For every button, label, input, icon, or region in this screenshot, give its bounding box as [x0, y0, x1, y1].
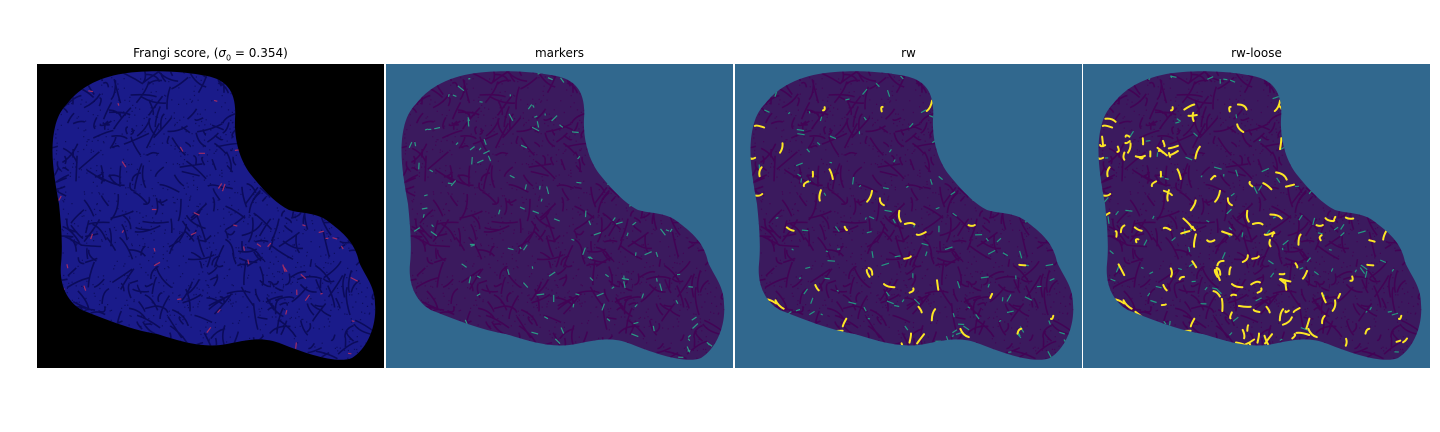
- frangi-title-suffix: = 0.354): [231, 46, 288, 60]
- sigma-subscript: 0: [226, 53, 232, 63]
- rw-canvas: [735, 64, 1082, 368]
- frangi-score-title: Frangi score, (σ0 = 0.354): [37, 43, 384, 64]
- rw-loose-image: [1083, 64, 1430, 368]
- frangi-score-canvas: [37, 64, 384, 368]
- rw-title: rw: [901, 46, 916, 60]
- rw-loose-title: rw-loose: [1231, 46, 1282, 60]
- markers-panel: markers: [386, 43, 733, 368]
- markers-title: markers: [534, 46, 585, 60]
- frangi-score-panel: Frangi score, (σ0 = 0.354): [37, 43, 384, 368]
- rw-loose-panel: rw-loose: [1083, 43, 1430, 368]
- markers-image: [386, 64, 733, 368]
- rw-loose-canvas: [1083, 64, 1430, 368]
- frangi-title-prefix: Frangi score, (: [133, 46, 219, 60]
- markers-canvas: [386, 64, 733, 368]
- frangi-score-image: [37, 64, 384, 368]
- rw-image: [735, 64, 1082, 368]
- sigma-symbol: σ: [218, 46, 227, 60]
- rw-panel: rw: [735, 43, 1082, 368]
